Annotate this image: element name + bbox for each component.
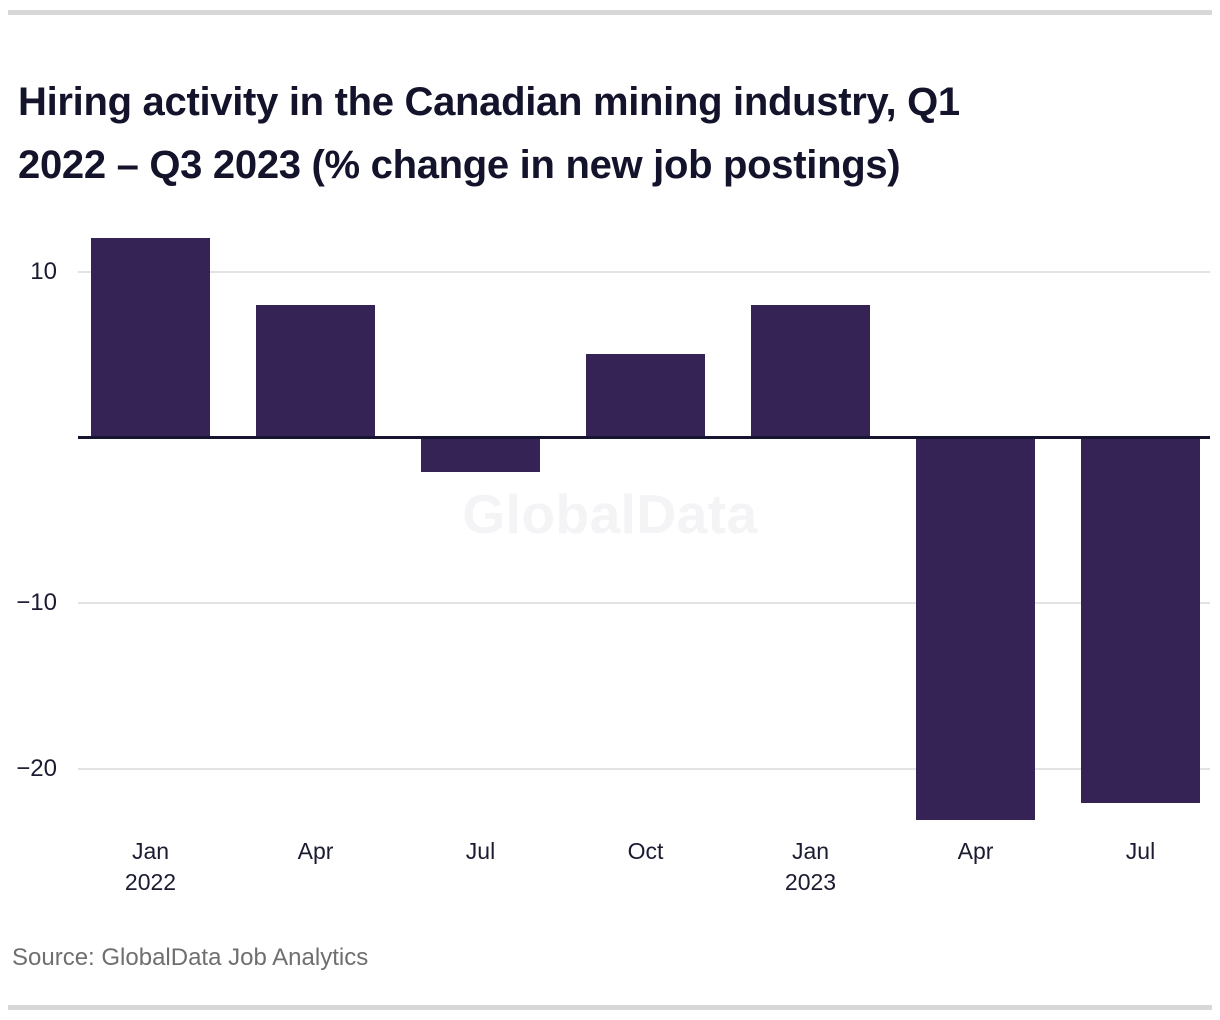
chart-title-line-1: Hiring activity in the Canadian mining i…: [18, 79, 960, 124]
bar-jan-2023: [751, 304, 870, 437]
x-axis-zero-line: [78, 436, 1210, 439]
watermark: GlobalData: [462, 483, 758, 545]
bar-jul-2022: [421, 439, 540, 473]
x-axis-tick-label: Jul: [465, 838, 496, 864]
y-axis-tick-label: −10: [16, 589, 57, 616]
bar-jul-2023: [1081, 439, 1200, 804]
x-axis-tick-label: Jan 2022: [124, 838, 177, 895]
chart-title: Hiring activity in the Canadian mining i…: [18, 71, 1203, 197]
gridline-y-10: [78, 602, 1210, 604]
gridline-y-20: [78, 767, 1210, 770]
bar-apr-2023: [916, 439, 1035, 820]
chart-title-line-2: 2022 – Q3 2023 (% change in new job post…: [18, 142, 901, 187]
x-axis-tick-label: Jul: [1125, 838, 1156, 864]
source-text: Source: GlobalData Job Analytics: [12, 944, 369, 971]
bar-oct-2022: [586, 354, 705, 437]
x-axis-tick-label: Apr: [957, 838, 994, 864]
bottom-divider: [8, 1005, 1212, 1010]
bar-apr-2022: [256, 304, 375, 437]
x-axis-tick-label: Jan 2023: [784, 838, 837, 895]
top-divider: [8, 10, 1212, 15]
x-axis-tick-label: Apr: [297, 838, 334, 864]
y-axis-tick-label: 10: [30, 258, 57, 285]
y-axis-tick-label: −20: [16, 754, 57, 782]
x-axis-tick-label: Oct: [627, 838, 664, 864]
bar-jan-2022: [91, 238, 210, 437]
gridline-y10: [78, 271, 1210, 273]
